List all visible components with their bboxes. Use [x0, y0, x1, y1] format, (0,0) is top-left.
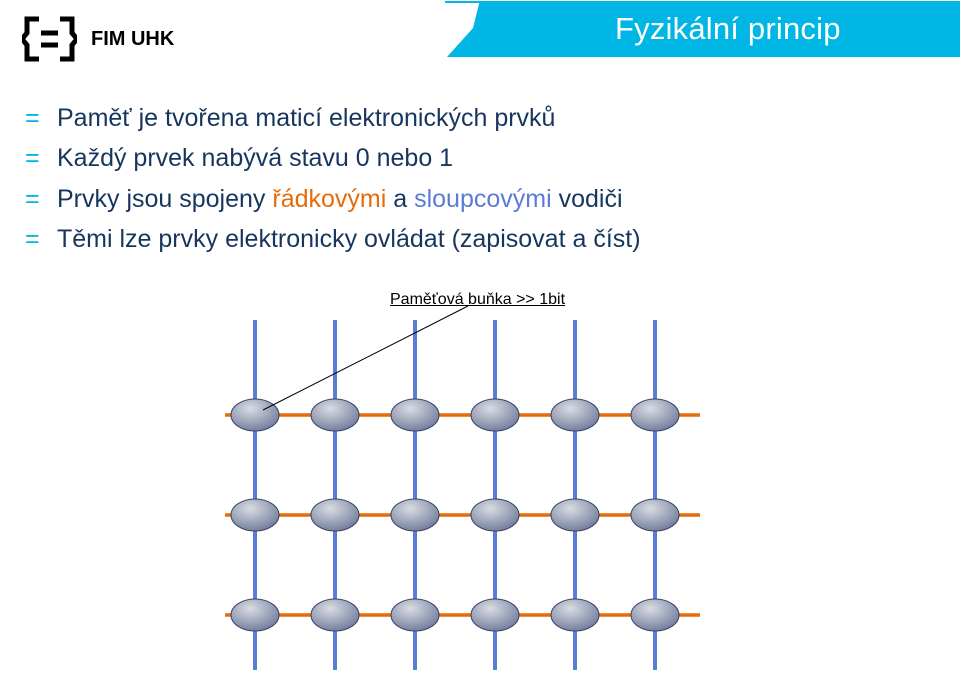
bullet-row: = Těmi lze prvky elektronicky ovládat (z… — [25, 221, 641, 257]
logo-text: FIM UHK — [91, 28, 174, 51]
logo: FIM UHK — [22, 16, 174, 62]
bullet-row: = Prvky jsou spojeny řádkovými a sloupco… — [25, 181, 641, 217]
bullet-text: Paměť je tvořena maticí elektronických p… — [57, 100, 555, 136]
logo-glyph — [22, 16, 77, 62]
bullet-marker: = — [25, 100, 45, 136]
bullet-marker: = — [25, 181, 45, 217]
bullet-text-part: vodiči — [552, 185, 623, 213]
bullet-text: Těmi lze prvky elektronicky ovládat (zap… — [57, 221, 641, 257]
memory-cell-label: Paměťová buňka >> 1bit — [390, 291, 565, 309]
page-title: Fyzikální princip — [445, 11, 841, 47]
bullet-row: = Paměť je tvořena maticí elektronických… — [25, 100, 641, 136]
bullet-row: = Každý prvek nabývá stavu 0 nebo 1 — [25, 140, 641, 176]
bullet-text-part: a — [386, 185, 414, 213]
bullet-text-blue: sloupcovými — [414, 185, 552, 213]
bullet-list: = Paměť je tvořena maticí elektronických… — [25, 100, 641, 261]
bullet-text-part: Prvky jsou spojeny — [57, 185, 272, 213]
bullet-text: Prvky jsou spojeny řádkovými a sloupcový… — [57, 181, 623, 217]
memory-grid-diagram — [225, 320, 735, 670]
bullet-text-orange: řádkovými — [272, 185, 386, 213]
bullet-marker: = — [25, 221, 45, 257]
header-banner: Fyzikální princip — [445, 0, 960, 57]
bullet-marker: = — [25, 140, 45, 176]
memory-grid-svg — [225, 320, 735, 670]
bullet-text: Každý prvek nabývá stavu 0 nebo 1 — [57, 140, 453, 176]
